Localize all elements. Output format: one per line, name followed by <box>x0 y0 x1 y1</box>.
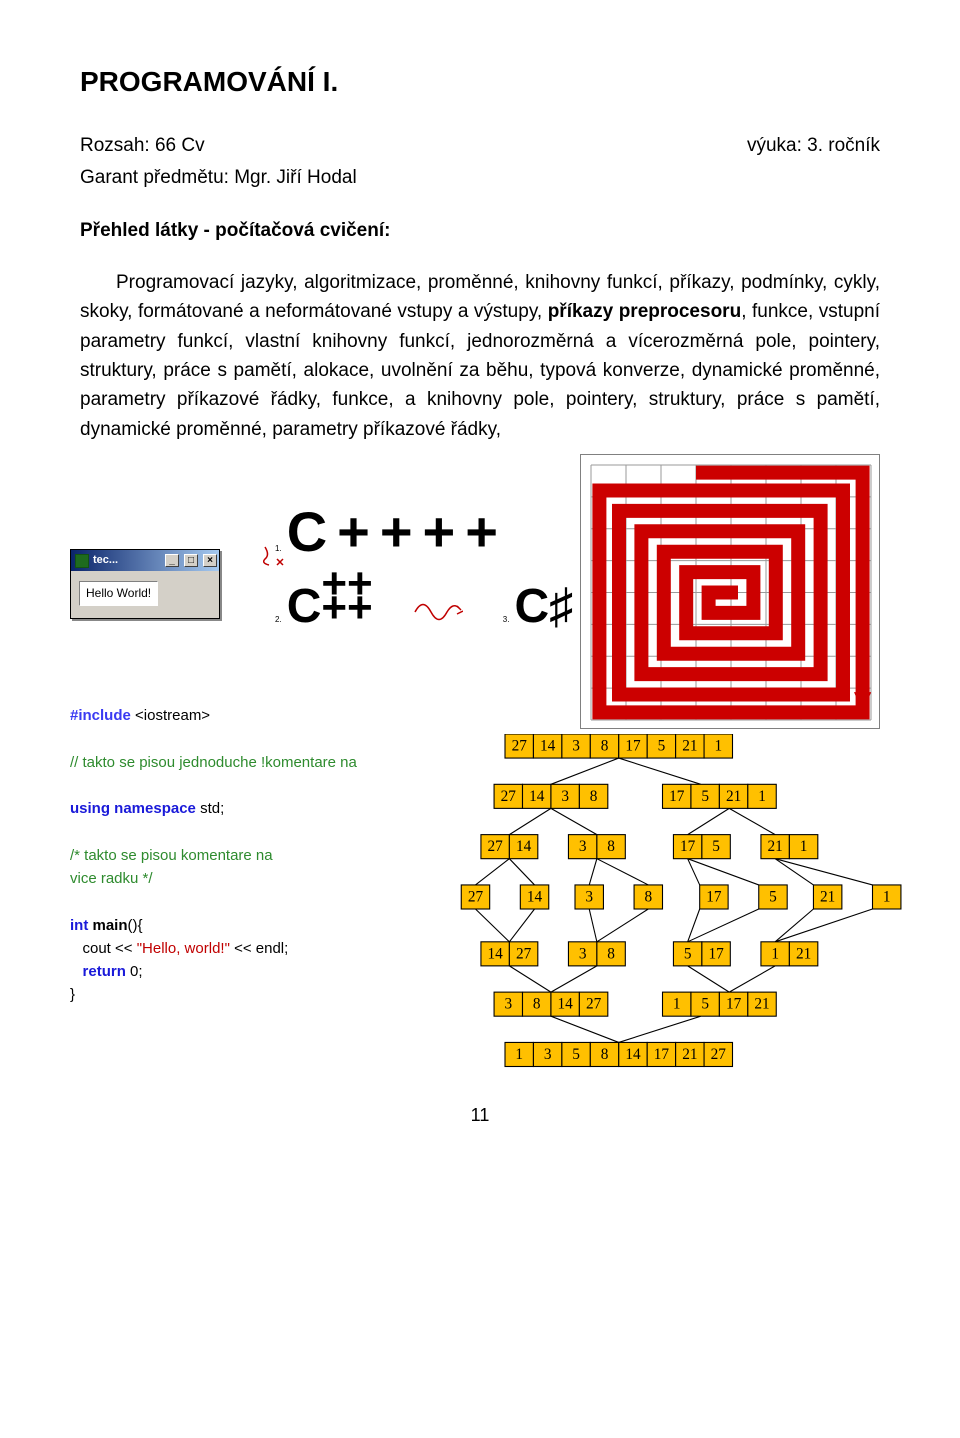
svg-text:3: 3 <box>504 996 512 1013</box>
c-letter-2: C <box>514 580 549 633</box>
svg-text:8: 8 <box>601 738 609 755</box>
squiggle-icon <box>263 545 285 567</box>
figures-area: 1. C++++ 2. C++++ 3. C♯ tec... _ □ × <box>80 454 880 1084</box>
app-icon <box>75 554 89 568</box>
titlebar: tec... _ □ × <box>71 550 219 571</box>
spiral-figure <box>580 454 880 729</box>
page-number: 11 <box>80 1102 880 1130</box>
vyuka-label: výuka: 3. ročník <box>747 131 880 160</box>
svg-text:5: 5 <box>684 946 692 963</box>
svg-text:14: 14 <box>558 996 574 1013</box>
svg-text:3: 3 <box>544 1046 552 1063</box>
squiggle2-icon <box>413 592 463 622</box>
section-heading: Přehled látky - počítačová cvičení: <box>80 216 880 245</box>
svg-text:17: 17 <box>680 838 696 855</box>
info-row: Rozsah: 66 Cv výuka: 3. ročník <box>80 131 880 160</box>
svg-text:3: 3 <box>579 946 587 963</box>
code-snippet: #include <iostream> // takto se pisou je… <box>70 704 455 1006</box>
svg-text:27: 27 <box>512 738 528 755</box>
svg-text:14: 14 <box>516 838 532 855</box>
svg-text:5: 5 <box>572 1046 580 1063</box>
garant-label: Garant předmětu: Mgr. Jiří Hodal <box>80 163 880 192</box>
svg-text:14: 14 <box>540 738 556 755</box>
svg-text:8: 8 <box>590 788 598 805</box>
cpp-stack: ++++ <box>321 572 372 620</box>
svg-text:1: 1 <box>758 788 766 805</box>
rozsah-label: Rozsah: 66 Cv <box>80 131 205 160</box>
marker-2: 2. <box>275 615 282 624</box>
svg-text:8: 8 <box>533 996 541 1013</box>
svg-text:21: 21 <box>796 946 811 963</box>
svg-text:21: 21 <box>682 1046 697 1063</box>
svg-text:5: 5 <box>701 788 709 805</box>
svg-text:17: 17 <box>669 788 685 805</box>
svg-text:21: 21 <box>726 788 741 805</box>
svg-text:17: 17 <box>654 1046 670 1063</box>
svg-text:3: 3 <box>572 738 580 755</box>
svg-text:14: 14 <box>625 1046 641 1063</box>
svg-text:3: 3 <box>585 889 593 906</box>
svg-text:27: 27 <box>711 1046 727 1063</box>
svg-text:17: 17 <box>706 889 722 906</box>
svg-text:1: 1 <box>800 838 808 855</box>
svg-text:1: 1 <box>771 946 779 963</box>
svg-text:27: 27 <box>501 788 517 805</box>
svg-text:5: 5 <box>769 889 777 906</box>
svg-text:21: 21 <box>820 889 835 906</box>
cpp-big: C++++ <box>287 500 508 563</box>
svg-text:27: 27 <box>488 838 504 855</box>
svg-text:5: 5 <box>712 838 720 855</box>
svg-text:8: 8 <box>601 1046 609 1063</box>
svg-text:8: 8 <box>607 838 615 855</box>
svg-text:8: 8 <box>607 946 615 963</box>
svg-text:27: 27 <box>468 889 484 906</box>
svg-text:14: 14 <box>527 889 543 906</box>
svg-text:3: 3 <box>579 838 587 855</box>
svg-text:5: 5 <box>701 996 709 1013</box>
svg-text:8: 8 <box>644 889 652 906</box>
minimize-button[interactable]: _ <box>165 554 179 567</box>
page-title: PROGRAMOVÁNÍ I. <box>80 60 880 103</box>
window-title: tec... <box>93 552 160 569</box>
maximize-button[interactable]: □ <box>184 554 198 567</box>
svg-text:21: 21 <box>754 996 769 1013</box>
svg-text:17: 17 <box>726 996 742 1013</box>
mergesort-figure: 27 14 3 8 17 5 21 1 27 14 3 8 17 5 21 1 27 14 3 8 17 5 21 1 27 14… <box>440 734 920 1084</box>
svg-text:21: 21 <box>682 738 697 755</box>
hello-field: Hello World! <box>79 581 158 606</box>
hello-world-window: tec... _ □ × Hello World! <box>70 549 220 619</box>
svg-text:1: 1 <box>883 889 891 906</box>
body-text: Programovací jazyky, algoritmizace, prom… <box>80 268 880 445</box>
svg-text:14: 14 <box>488 946 504 963</box>
svg-text:1: 1 <box>714 738 722 755</box>
c-letter-1: C <box>287 580 322 633</box>
sharp-icon: ♯ <box>549 580 573 633</box>
cpp-logos: 1. C++++ 2. C++++ 3. C♯ <box>275 489 575 624</box>
svg-text:27: 27 <box>586 996 602 1013</box>
svg-text:27: 27 <box>516 946 532 963</box>
body-bold: příkazy preprocesoru <box>548 301 741 322</box>
svg-text:21: 21 <box>768 838 783 855</box>
svg-text:3: 3 <box>561 788 569 805</box>
svg-text:17: 17 <box>625 738 641 755</box>
svg-text:1: 1 <box>515 1046 523 1063</box>
close-button[interactable]: × <box>203 554 217 567</box>
svg-text:17: 17 <box>708 946 724 963</box>
svg-text:5: 5 <box>658 738 666 755</box>
marker-3: 3. <box>503 615 510 624</box>
svg-text:1: 1 <box>673 996 681 1013</box>
svg-text:14: 14 <box>529 788 545 805</box>
